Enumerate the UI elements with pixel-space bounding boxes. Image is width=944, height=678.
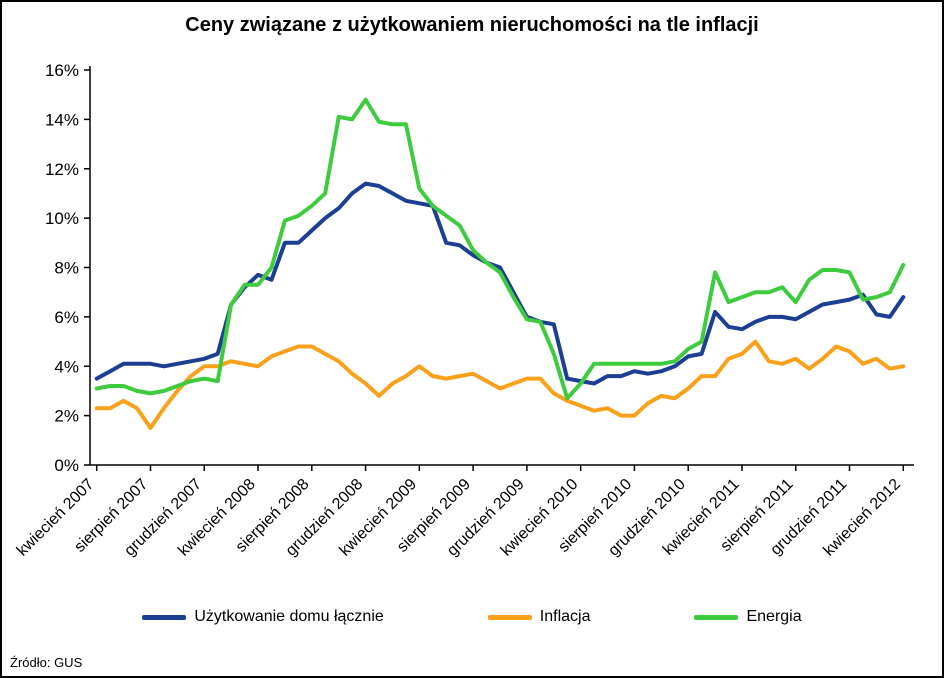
legend-label-inflacja: Inflacja — [539, 608, 591, 625]
y-tick-label: 6% — [54, 308, 79, 327]
y-tick-label: 10% — [45, 209, 79, 228]
legend-item-energia: Energia — [694, 608, 802, 626]
legend-label-uzytkowanie-domu-lacznie: Użytkowanie domu łącznie — [194, 608, 384, 625]
legend-item-uzytkowanie-domu-lacznie: Użytkowanie domu łącznie — [142, 608, 384, 626]
series-line-uzytkowanie-domu-lacznie — [94, 181, 906, 386]
series-line-energia — [94, 97, 906, 401]
y-tick-label: 14% — [45, 110, 79, 129]
legend-item-inflacja: Inflacja — [487, 608, 591, 626]
y-tick-label: 8% — [54, 259, 79, 278]
y-tick-label: 4% — [54, 357, 79, 376]
y-tick-label: 12% — [45, 160, 79, 179]
legend-swatch-energia — [694, 614, 739, 620]
source-note: Źródło: GUS — [10, 655, 83, 670]
y-tick-label: 16% — [45, 61, 79, 80]
chart-legend: Użytkowanie domu łącznie Inflacja Energi… — [2, 608, 942, 626]
series-line-inflacja — [94, 339, 906, 430]
y-tick-label: 2% — [54, 407, 79, 426]
legend-label-energia: Energia — [746, 608, 802, 625]
chart-title: Ceny związane z użytkowaniem nieruchomoś… — [185, 14, 759, 36]
legend-swatch-inflacja — [487, 614, 532, 620]
y-tick-label: 0% — [54, 456, 79, 475]
legend-swatch-uzytkowanie-domu-lacznie — [142, 614, 187, 620]
